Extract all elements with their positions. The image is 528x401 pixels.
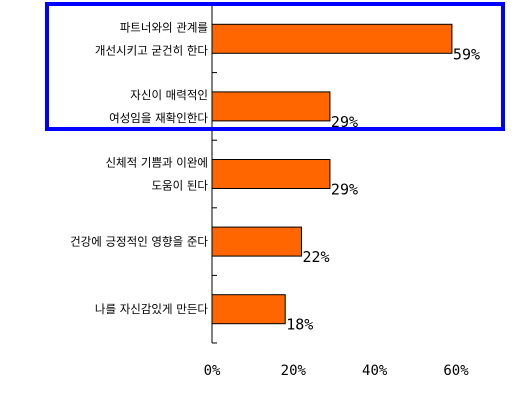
- x-tick-label: 40%: [362, 363, 388, 379]
- data-label: 59%: [453, 45, 480, 63]
- category-label: 파트너와의 관계를 개선시키고 굳건히 한다: [95, 20, 209, 57]
- category-label: 건강에 긍정적인 영향을 준다: [70, 235, 208, 249]
- data-label: 18%: [286, 316, 313, 334]
- bar: [211, 91, 331, 122]
- data-label: 22%: [302, 248, 329, 266]
- highlight-box-group: [45, 2, 505, 131]
- highlight-box: [45, 2, 505, 131]
- bar: [211, 23, 453, 54]
- x-tick-labels: 0% 20% 40% 60%: [204, 363, 470, 379]
- category-label: 신체적 기쁨과 이완에 도움이 된다: [105, 156, 208, 193]
- category-label: 나를 자신감있게 만든다: [95, 302, 209, 316]
- bar: [211, 294, 286, 325]
- category-label: 자신이 매력적인 여성임을 재확인한다: [109, 88, 208, 125]
- x-tick-label: 0%: [204, 363, 221, 379]
- x-tick-label: 20%: [281, 363, 307, 379]
- data-labels: 59% 29% 29% 22% 18%: [286, 45, 480, 333]
- data-label: 29%: [331, 113, 358, 131]
- data-label: 29%: [331, 181, 358, 199]
- bar: [211, 159, 331, 189]
- bar: [211, 226, 302, 257]
- x-tick-label: 60%: [443, 363, 469, 379]
- chart-bars: [211, 23, 453, 325]
